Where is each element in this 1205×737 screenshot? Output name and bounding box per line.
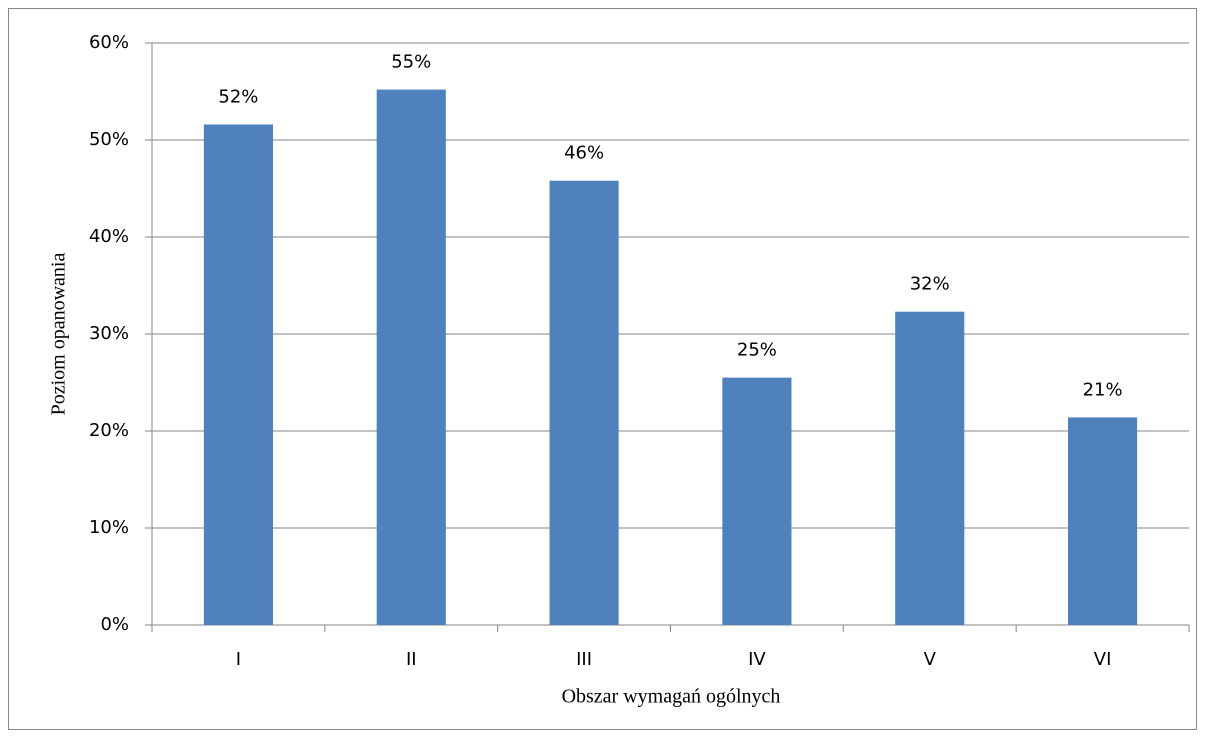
y-tick-label: 40% [89,226,129,247]
y-tick-label: 0% [100,614,129,635]
bar [203,124,273,625]
value-label: 46% [564,143,604,164]
x-tick-label: IV [748,649,766,670]
x-tick-label: I [236,649,241,670]
bar [376,89,446,625]
y-tick-label: 60% [89,32,129,53]
y-axis-title: Poziom opanowania [48,253,70,416]
y-tick-label: 10% [89,517,129,538]
x-tick-label: VI [1094,649,1112,670]
x-tick-label: II [406,649,417,670]
x-tick-label: III [576,649,592,670]
y-tick-label: 30% [89,323,129,344]
value-label: 25% [737,340,777,361]
bar [895,311,965,625]
value-label: 21% [1083,379,1123,400]
y-tick-label: 20% [89,420,129,441]
value-label: 32% [910,274,950,295]
bar [549,180,619,626]
y-tick-label: 50% [89,129,129,150]
value-label: 52% [218,86,258,107]
bar [722,377,792,625]
x-tick-label: V [924,649,937,670]
bar [1068,417,1138,625]
x-axis-title: Obszar wymagań ogólnych [562,686,781,708]
value-label: 55% [391,52,431,73]
